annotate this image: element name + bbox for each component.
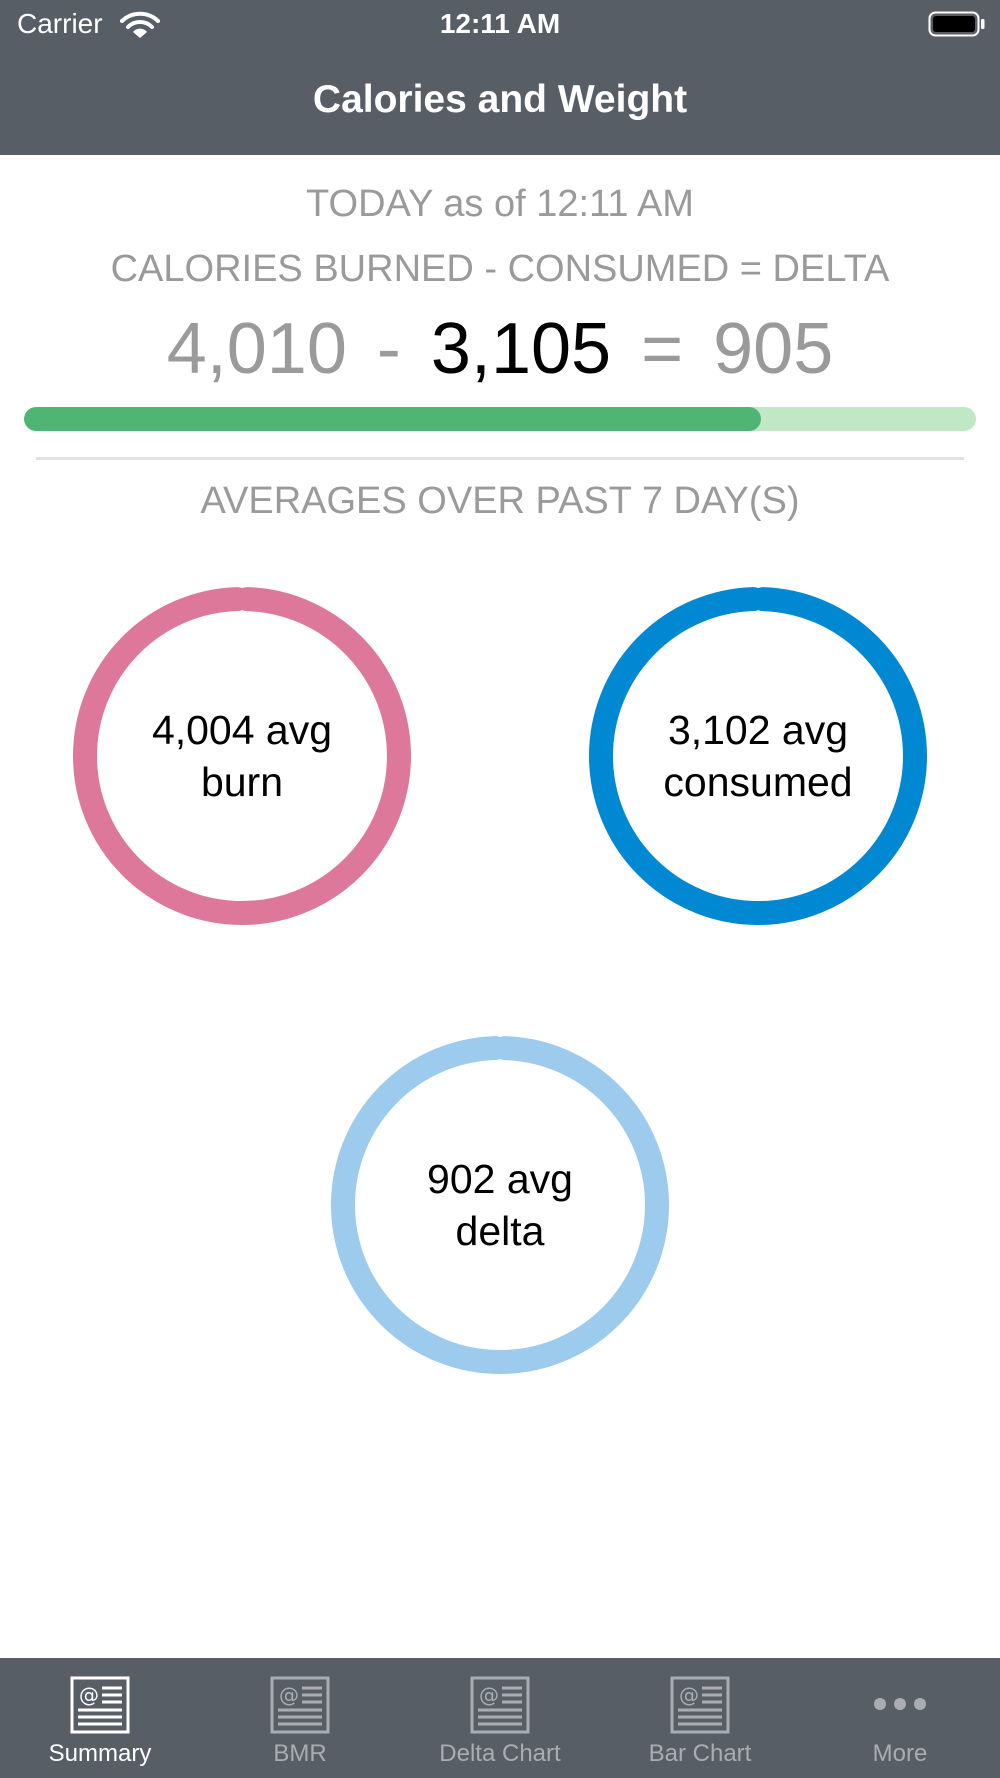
tab-label: Bar Chart	[648, 1740, 752, 1767]
ring-circle	[589, 587, 927, 925]
burned-value: 4,010	[166, 309, 347, 389]
status-time: 12:11 AM	[439, 8, 561, 39]
tab-bar-chart[interactable]: @ Bar Chart	[600, 1658, 800, 1778]
document-icon: @	[670, 1676, 730, 1734]
tab-label: BMR	[273, 1740, 327, 1767]
tab-label: Delta Chart	[439, 1740, 561, 1767]
page-title: Calories and Weight	[312, 78, 688, 121]
tab-bmr[interactable]: @ BMR	[200, 1658, 400, 1778]
battery-icon	[928, 11, 985, 37]
document-icon: @	[270, 1676, 330, 1734]
calorie-equation: 4,010-3,105 = 905	[0, 308, 1000, 390]
status-carrier: Carrier	[17, 8, 103, 39]
delta-progress-bar	[24, 407, 976, 431]
avg-burn-ring: 4,004 avg burn	[72, 586, 412, 926]
minus-sign: -	[376, 309, 401, 389]
avg-burn-text: 4,004 avg burn	[72, 586, 412, 926]
ring-circle	[331, 1036, 669, 1374]
svg-text:@: @	[479, 1683, 499, 1707]
averages-label: AVERAGES OVER PAST 7 DAY(S)	[200, 480, 800, 522]
delta-progress-fill	[24, 407, 761, 431]
consumed-value: 3,105	[430, 309, 612, 389]
formula-label: CALORIES BURNED - CONSUMED = DELTA	[110, 248, 890, 290]
svg-text:@: @	[279, 1683, 299, 1707]
svg-text:@: @	[79, 1683, 99, 1707]
tab-label: Summary	[48, 1740, 152, 1767]
svg-text:@: @	[679, 1683, 699, 1707]
avg-burn-value: 4,004 avg	[151, 707, 333, 753]
document-icon: @	[70, 1676, 130, 1734]
tab-bar: @ Summary @ BMR @ Delta Chart @ Bar Char…	[0, 1658, 1000, 1778]
ring-arc	[73, 587, 411, 925]
avg-delta-text: 902 avg delta	[330, 1035, 670, 1375]
avg-delta-ring: 902 avg delta	[330, 1035, 670, 1375]
tab-label: More	[872, 1740, 928, 1767]
header: Carrier 12:11 AM Calories and Weight	[0, 0, 1000, 155]
today-label: TODAY as of 12:11 AM	[306, 183, 694, 225]
equals-sign: =	[641, 309, 684, 389]
more-dots-icon	[874, 1698, 926, 1710]
tab-summary[interactable]: @ Summary	[0, 1658, 200, 1778]
avg-consumed-caption: consumed	[663, 759, 853, 805]
ring-arc	[589, 587, 927, 925]
delta-value: 905	[713, 309, 834, 389]
tab-more[interactable]: More	[800, 1658, 1000, 1778]
wifi-icon	[120, 11, 160, 38]
ring-circle	[73, 587, 411, 925]
document-icon: @	[470, 1676, 530, 1734]
ring-arc	[331, 1036, 669, 1374]
divider	[36, 457, 964, 460]
tab-delta-chart[interactable]: @ Delta Chart	[400, 1658, 600, 1778]
avg-consumed-ring: 3,102 avg consumed	[588, 586, 928, 926]
avg-consumed-value: 3,102 avg	[667, 707, 849, 753]
avg-delta-caption: delta	[455, 1208, 545, 1254]
avg-burn-caption: burn	[200, 759, 284, 805]
avg-consumed-text: 3,102 avg consumed	[588, 586, 928, 926]
avg-delta-value: 902 avg	[427, 1156, 573, 1202]
